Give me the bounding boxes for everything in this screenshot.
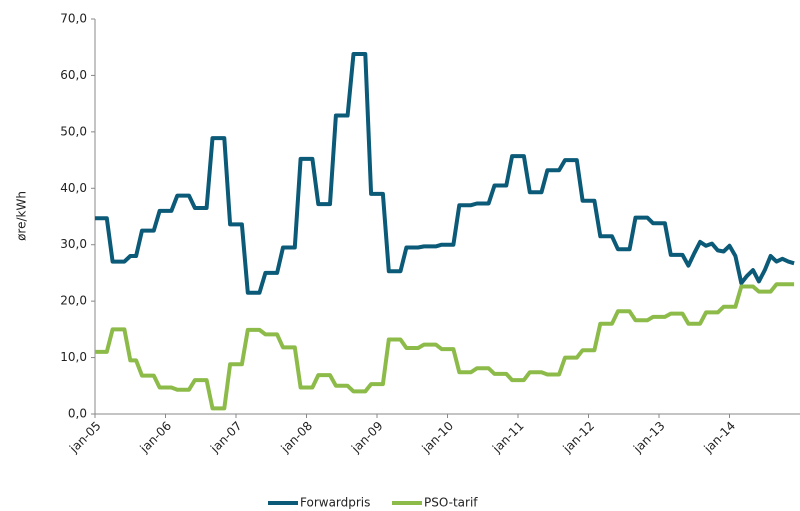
x-tick-label: jan-09 xyxy=(348,419,385,456)
x-tick-label: jan-11 xyxy=(489,419,526,456)
y-axis-label: øre/kWh xyxy=(15,191,29,241)
y-tick-label: 0,0 xyxy=(68,407,87,421)
y-tick-label: 50,0 xyxy=(60,124,87,138)
x-tick-label: jan-12 xyxy=(560,419,597,456)
y-tick-label: 10,0 xyxy=(60,350,87,364)
y-tick-label: 70,0 xyxy=(60,12,87,26)
x-tick-label: jan-13 xyxy=(630,419,667,456)
x-tick-label: jan-08 xyxy=(278,419,315,456)
x-tick-label: jan-14 xyxy=(701,419,738,456)
x-tick-label: jan-10 xyxy=(419,419,456,456)
x-tick-label: jan-05 xyxy=(66,419,103,456)
x-tick-label: jan-07 xyxy=(207,419,244,456)
y-tick-label: 40,0 xyxy=(60,181,87,195)
y-tick-label: 30,0 xyxy=(60,237,87,251)
y-tick-label: 20,0 xyxy=(60,294,87,308)
legend-label: Forwardpris xyxy=(300,496,370,510)
y-tick-label: 60,0 xyxy=(60,68,87,82)
line-series xyxy=(95,52,795,295)
x-tick-label: jan-06 xyxy=(137,419,174,456)
legend-label: PSO-tarif xyxy=(424,496,478,510)
line-series xyxy=(95,282,795,411)
